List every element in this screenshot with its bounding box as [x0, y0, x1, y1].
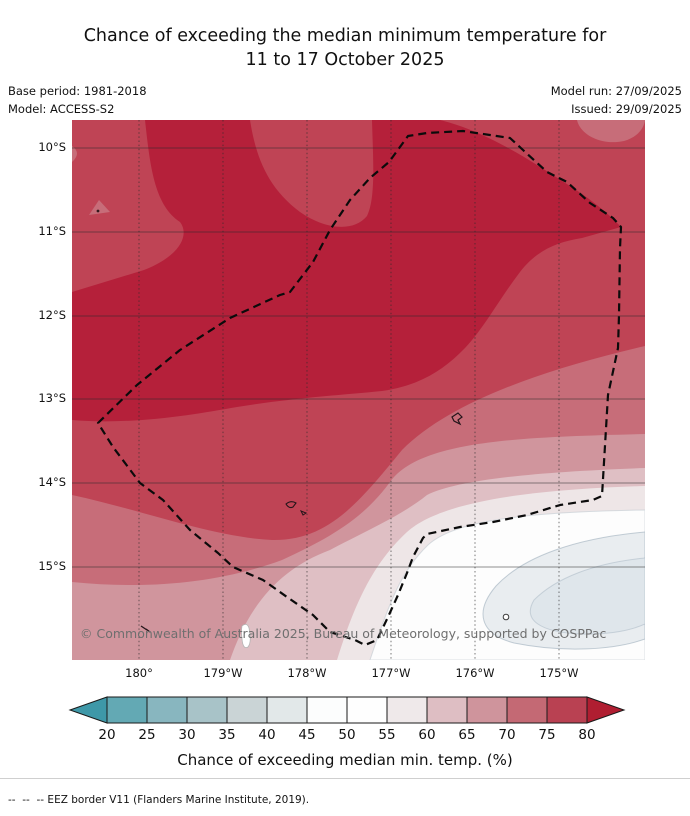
colorbar: [62, 694, 628, 728]
colorbar-seg-50-55: [346, 696, 388, 724]
map-band-gt80: [72, 120, 621, 422]
cb-tick-20: 20: [98, 727, 116, 743]
island-outline-central: [451, 412, 463, 426]
colorbar-seg-70-75: [506, 696, 548, 724]
x-tick-178w: 178°W: [287, 666, 327, 680]
island-dot-nw: [96, 209, 100, 213]
colorbar-seg-25-30: [146, 696, 188, 724]
colorbar-svg: [68, 696, 626, 724]
model-run-label: Model run: 27/09/2025: [550, 84, 682, 98]
eez-border-line: [96, 129, 623, 647]
island-stroke-south-west: [140, 625, 151, 633]
latitude-gridlines: [72, 147, 645, 568]
colorbar-seg-60-65: [426, 696, 468, 724]
cb-tick-45: 45: [298, 727, 316, 743]
x-tick-177w: 177°W: [371, 666, 411, 680]
issued-label: Issued: 29/09/2025: [571, 102, 682, 116]
map-band-35-40: [529, 557, 645, 635]
map-patch-top-centre-75-80: [250, 120, 374, 227]
colorbar-seg-30-35: [186, 696, 228, 724]
island-outline-group-a: [285, 501, 297, 509]
eez-legend: -- -- -- EEZ border V11 (Flanders Marine…: [8, 794, 309, 806]
colorbar-seg-20-25: [106, 696, 148, 724]
x-tick-179w: 179°W: [203, 666, 243, 680]
colorbar-seg-65-70: [466, 696, 508, 724]
contour-map: [72, 120, 645, 660]
map-island-halo: [89, 200, 110, 215]
cb-tick-80: 80: [578, 727, 596, 743]
figure-title-line2: 11 to 17 October 2025: [245, 50, 445, 70]
cb-tick-30: 30: [178, 727, 196, 743]
x-tick-175w: 175°W: [539, 666, 579, 680]
map-patch-left-edge-70-75: [72, 146, 77, 162]
eez-legend-text: EEZ border V11 (Flanders Marine Institut…: [44, 794, 310, 806]
y-tick-10s: 10°S: [38, 140, 66, 154]
model-label: Model: ACCESS-S2: [8, 102, 115, 116]
cb-tick-70: 70: [498, 727, 516, 743]
cb-tick-50: 50: [338, 727, 356, 743]
y-tick-13s: 13°S: [38, 391, 66, 405]
colorbar-over-arrow: [586, 696, 626, 724]
y-tick-14s: 14°S: [38, 475, 66, 489]
cb-tick-40: 40: [258, 727, 276, 743]
colorbar-seg-45-50: [306, 696, 348, 724]
island-outline-group-b: [299, 510, 308, 516]
footer-divider: [0, 778, 690, 779]
map-copyright: © Commonwealth of Australia 2025, Bureau…: [80, 626, 607, 641]
y-tick-15s: 15°S: [38, 559, 66, 573]
colorbar-seg-40-45: [266, 696, 308, 724]
map-panel: © Commonwealth of Australia 2025, Bureau…: [72, 120, 645, 660]
y-tick-11s: 11°S: [38, 224, 66, 238]
island-circle-se: [502, 613, 510, 621]
colorbar-under-arrow: [68, 696, 108, 724]
cb-tick-75: 75: [538, 727, 556, 743]
island-white-south: [241, 624, 251, 649]
colorbar-seg-75-80: [546, 696, 588, 724]
x-tick-180: 180°: [125, 666, 153, 680]
map-patch-top-right-70-75: [577, 120, 645, 143]
colorbar-caption: Chance of exceeding median min. temp. (%…: [177, 751, 513, 769]
colorbar-seg-35-40: [226, 696, 268, 724]
figure-title-line1: Chance of exceeding the median minimum t…: [83, 26, 607, 46]
cb-tick-60: 60: [418, 727, 436, 743]
eez-legend-dashes: -- -- --: [8, 794, 45, 806]
cb-tick-55: 55: [378, 727, 396, 743]
colorbar-seg-55-60: [386, 696, 428, 724]
x-tick-176w: 176°W: [455, 666, 495, 680]
cb-tick-35: 35: [218, 727, 236, 743]
base-period-label: Base period: 1981-2018: [8, 84, 147, 98]
cb-tick-25: 25: [138, 727, 156, 743]
y-tick-12s: 12°S: [38, 308, 66, 322]
cb-tick-65: 65: [458, 727, 476, 743]
